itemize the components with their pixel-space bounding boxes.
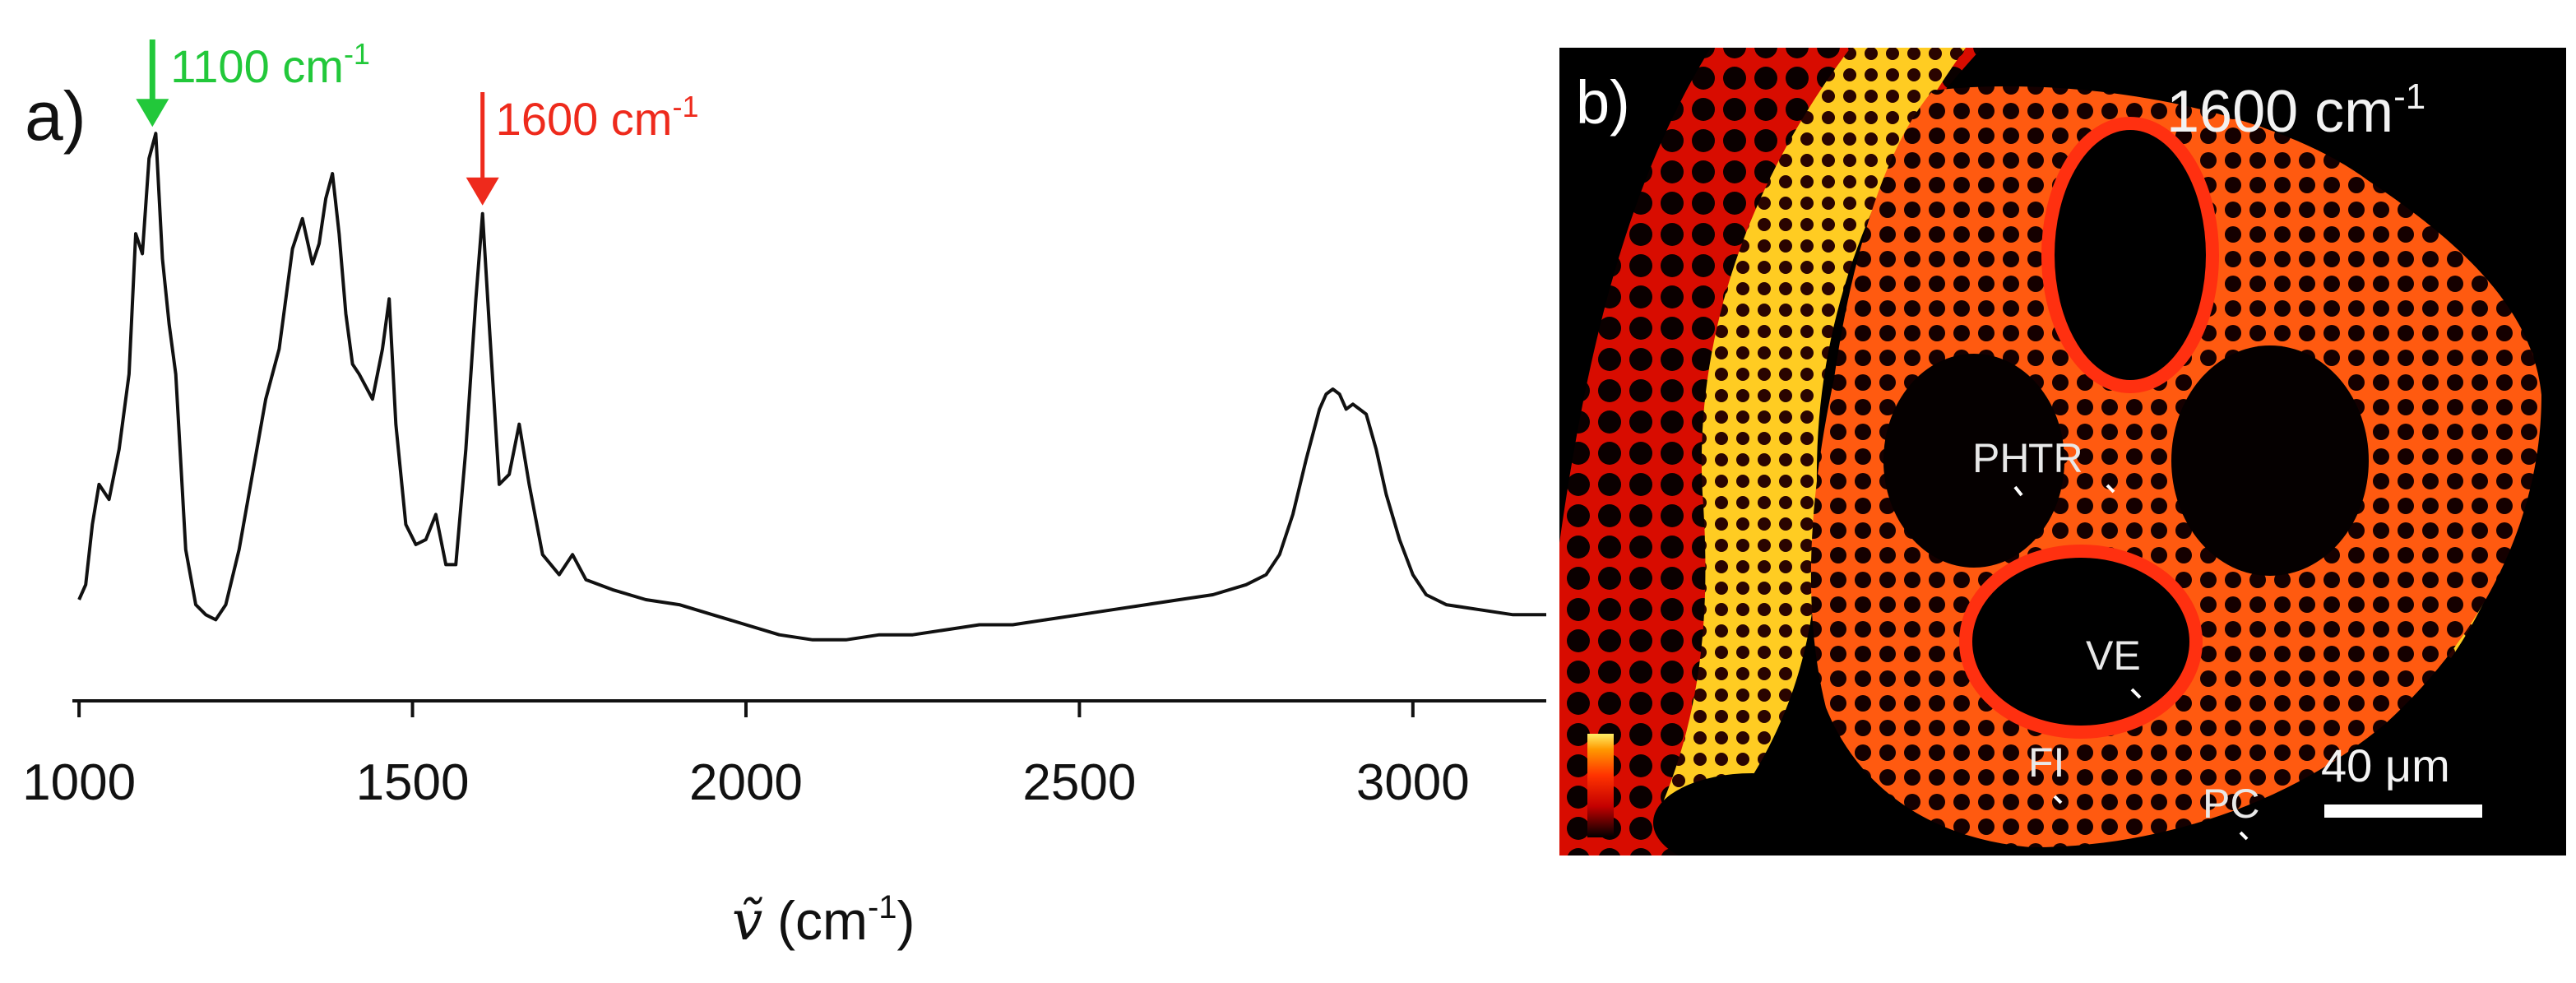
colorbar <box>1587 734 1614 837</box>
x-tick-label-1000: 1000 <box>22 754 136 811</box>
vessel-upper <box>2041 117 2219 393</box>
tissue-band-yellow <box>1661 48 1966 806</box>
micrograph-title: 1600 cm-1 <box>2166 77 2425 145</box>
panel-b-micrograph: 1600 cm-1 b) PH TR VE FI PC 40 μm <box>1559 48 2566 855</box>
x-axis-title-symbol: ṽ <box>732 889 762 953</box>
label-fi: FI <box>2028 740 2064 786</box>
panel-a-label: a) <box>25 77 86 155</box>
pointer-fi <box>2053 795 2063 804</box>
pointer-ve <box>2130 688 2142 699</box>
x-tick-label-1500: 1500 <box>356 754 470 811</box>
x-tick-label-2000: 2000 <box>689 754 803 811</box>
label-pc: PC <box>2203 781 2259 827</box>
label-ve: VE <box>2086 633 2141 679</box>
arrow-1100-head <box>136 99 169 128</box>
annotation-1600: 1600 cm-1 <box>466 90 699 206</box>
panel-b-label: b) <box>1576 68 1630 137</box>
pointer-ph <box>2013 485 2023 497</box>
spectrum-line <box>77 132 1546 642</box>
x-axis-title-unit: (cm-1) <box>777 889 915 951</box>
label-tr: TR <box>2028 435 2083 481</box>
scale-bar <box>2324 804 2482 818</box>
label-1100: 1100 cm-1 <box>170 37 370 92</box>
label-ph: PH <box>1972 435 2029 481</box>
x-tick-label-2500: 2500 <box>1022 754 1136 811</box>
label-1600: 1600 cm-1 <box>496 90 699 145</box>
pointer-tr <box>2106 484 2115 494</box>
cavity-bottom-left <box>1653 773 1851 855</box>
x-axis-ticks: 1000 1500 2000 2500 3000 <box>22 701 1470 811</box>
annotation-1100: 1100 cm-1 <box>136 37 370 128</box>
scale-bar-label: 40 μm <box>2321 740 2450 791</box>
vessel-lower <box>1959 545 2203 739</box>
phloem-cavity-right <box>2171 345 2369 576</box>
arrow-1600-head <box>466 177 499 206</box>
x-tick-label-3000: 3000 <box>1356 754 1470 811</box>
pointer-pc <box>2239 831 2249 841</box>
phloem-cavity-left <box>1883 354 2064 568</box>
panel-a-spectrum: a) 1000 1500 2000 2500 3000 ṽ (cm-1) 1100 cm… <box>22 37 1546 953</box>
